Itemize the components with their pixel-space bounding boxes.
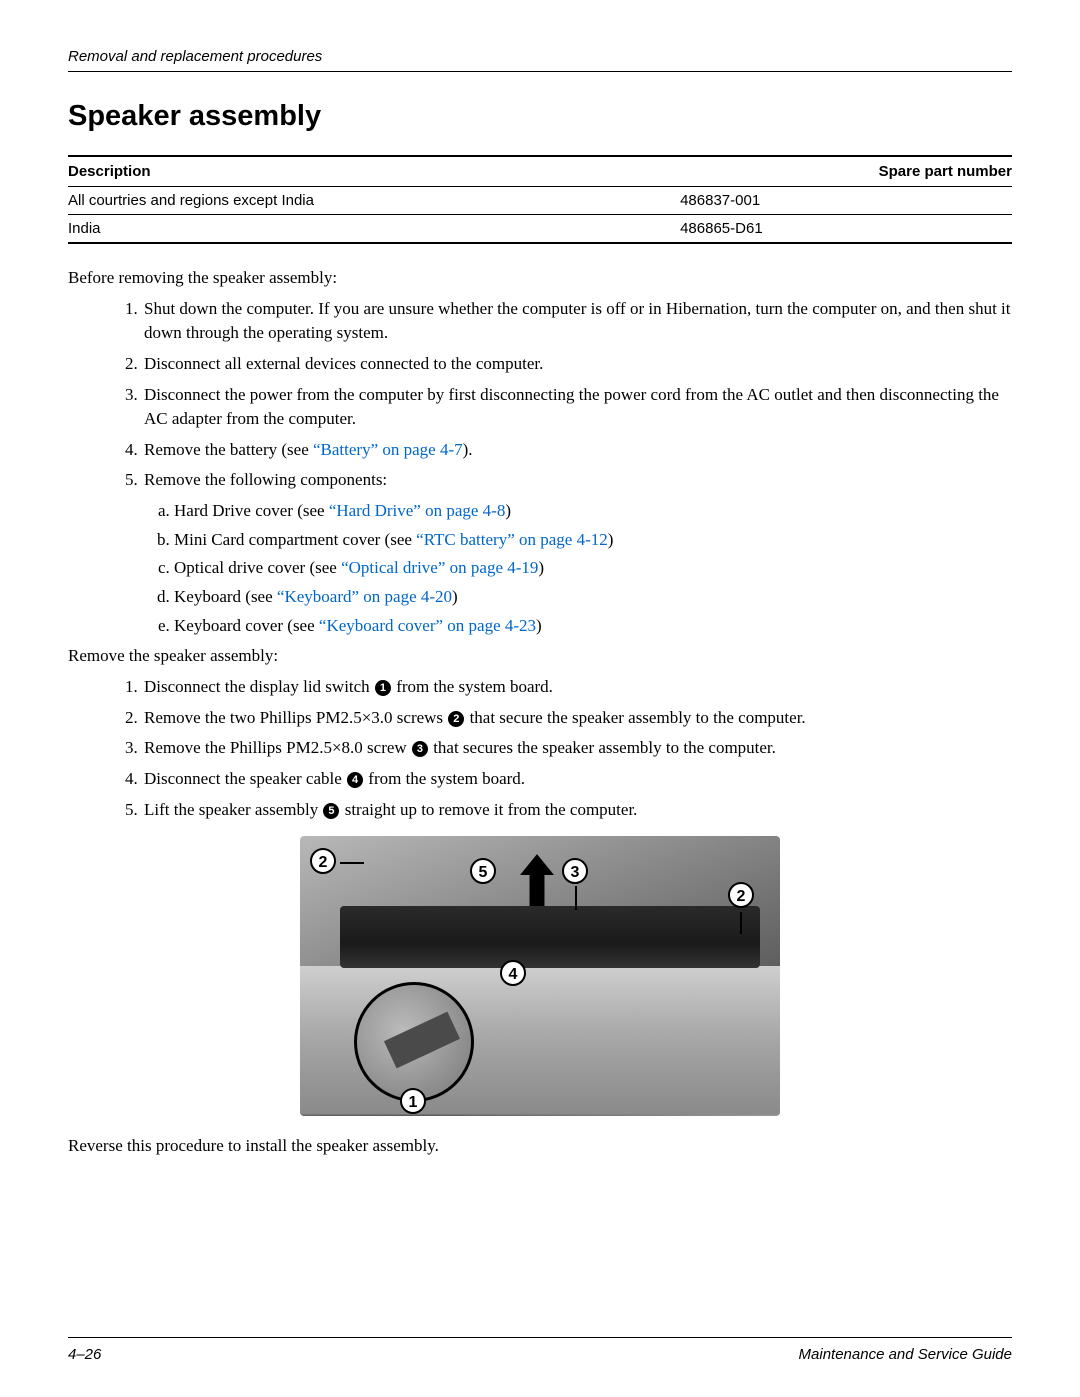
text: that secure the speaker assembly to the … [465,708,805,727]
link-keyboard[interactable]: “Keyboard” on page 4-20 [277,587,452,606]
page-number: 4–26 [68,1346,101,1363]
list-item: Lift the speaker assembly 5 straight up … [142,798,1012,823]
speaker-assembly-diagram: 2 5 3 2 4 1 [300,836,780,1116]
list-item: Hard Drive cover (see “Hard Drive” on pa… [174,499,1012,524]
text: Remove the two Phillips PM2.5×3.0 screws [144,708,447,727]
link-optical-drive[interactable]: “Optical drive” on page 4-19 [341,558,538,577]
callout-1-icon: 1 [375,680,391,696]
table-row: All courtries and regions except India 4… [68,187,1012,215]
list-item: Disconnect the display lid switch 1 from… [142,675,1012,700]
text: Keyboard (see [174,587,277,606]
remove-intro: Remove the speaker assembly: [68,644,1012,669]
text: Remove the Phillips PM2.5×8.0 screw [144,738,411,757]
text: straight up to remove it from the comput… [340,800,637,819]
link-hard-drive[interactable]: “Hard Drive” on page 4-8 [329,501,506,520]
callout-3-icon: 3 [412,741,428,757]
cell-desc: India [68,215,680,244]
sub-steps-list: Hard Drive cover (see “Hard Drive” on pa… [144,499,1012,638]
callout-2-icon: 2 [448,711,464,727]
text: Lift the speaker assembly [144,800,322,819]
text: ) [505,501,511,520]
cell-part: 486865-D61 [680,215,1012,244]
list-item: Disconnect the power from the computer b… [142,383,1012,432]
callout-5-icon: 5 [323,803,339,819]
table-row: India 486865-D61 [68,215,1012,244]
list-item: Remove the Phillips PM2.5×8.0 screw 3 th… [142,736,1012,761]
cell-part: 486837-001 [680,187,1012,215]
text: ). [463,440,473,459]
text: that secures the speaker assembly to the… [429,738,776,757]
text: ) [538,558,544,577]
list-item: Disconnect the speaker cable 4 from the … [142,767,1012,792]
text: Optical drive cover (see [174,558,341,577]
remove-steps-list: Disconnect the display lid switch 1 from… [68,675,1012,822]
text: ) [452,587,458,606]
list-item: Remove the two Phillips PM2.5×3.0 screws… [142,706,1012,731]
diagram-speaker-bar [340,906,760,968]
list-item: Optical drive cover (see “Optical drive”… [174,556,1012,581]
text: Disconnect the display lid switch [144,677,374,696]
figure-callout-1: 1 [400,1088,426,1114]
cell-desc: All courtries and regions except India [68,187,680,215]
text: Remove the battery (see [144,440,313,459]
leader-line [740,912,742,934]
text: Disconnect the speaker cable [144,769,346,788]
col-description: Description [68,156,680,187]
text: from the system board. [392,677,553,696]
list-item: Keyboard cover (see “Keyboard cover” on … [174,614,1012,639]
col-part-number: Spare part number [680,156,1012,187]
text: Hard Drive cover (see [174,501,329,520]
page-footer: 4–26 Maintenance and Service Guide [68,1337,1012,1363]
callout-4-icon: 4 [347,772,363,788]
list-item: Remove the battery (see “Battery” on pag… [142,438,1012,463]
figure-callout-2b: 2 [728,882,754,908]
figure-callout-5: 5 [470,858,496,884]
guide-title: Maintenance and Service Guide [799,1346,1012,1363]
text: ) [608,530,614,549]
diagram-detail-inset [354,982,474,1102]
figure-callout-2: 2 [310,848,336,874]
text: ) [536,616,542,635]
leader-line [575,886,577,910]
spare-parts-table: Description Spare part number All courtr… [68,155,1012,244]
list-item: Disconnect all external devices connecte… [142,352,1012,377]
text: from the system board. [364,769,525,788]
leader-line [340,862,364,864]
text: Mini Card compartment cover (see [174,530,416,549]
table-header-row: Description Spare part number [68,156,1012,187]
chapter-header: Removal and replacement procedures [68,48,1012,72]
list-item: Mini Card compartment cover (see “RTC ba… [174,528,1012,553]
link-rtc-battery[interactable]: “RTC battery” on page 4-12 [416,530,608,549]
up-arrow-icon [520,854,554,906]
figure-callout-4: 4 [500,960,526,986]
link-battery[interactable]: “Battery” on page 4-7 [313,440,463,459]
list-item: Remove the following components: Hard Dr… [142,468,1012,638]
text: Remove the following components: [144,470,387,489]
list-item: Shut down the computer. If you are unsur… [142,297,1012,346]
text: Keyboard cover (see [174,616,319,635]
closing-text: Reverse this procedure to install the sp… [68,1134,1012,1159]
pre-steps-list: Shut down the computer. If you are unsur… [68,297,1012,639]
page-title: Speaker assembly [68,100,1012,133]
figure-callout-3: 3 [562,858,588,884]
link-keyboard-cover[interactable]: “Keyboard cover” on page 4-23 [319,616,536,635]
intro-text: Before removing the speaker assembly: [68,266,1012,291]
list-item: Keyboard (see “Keyboard” on page 4-20) [174,585,1012,610]
